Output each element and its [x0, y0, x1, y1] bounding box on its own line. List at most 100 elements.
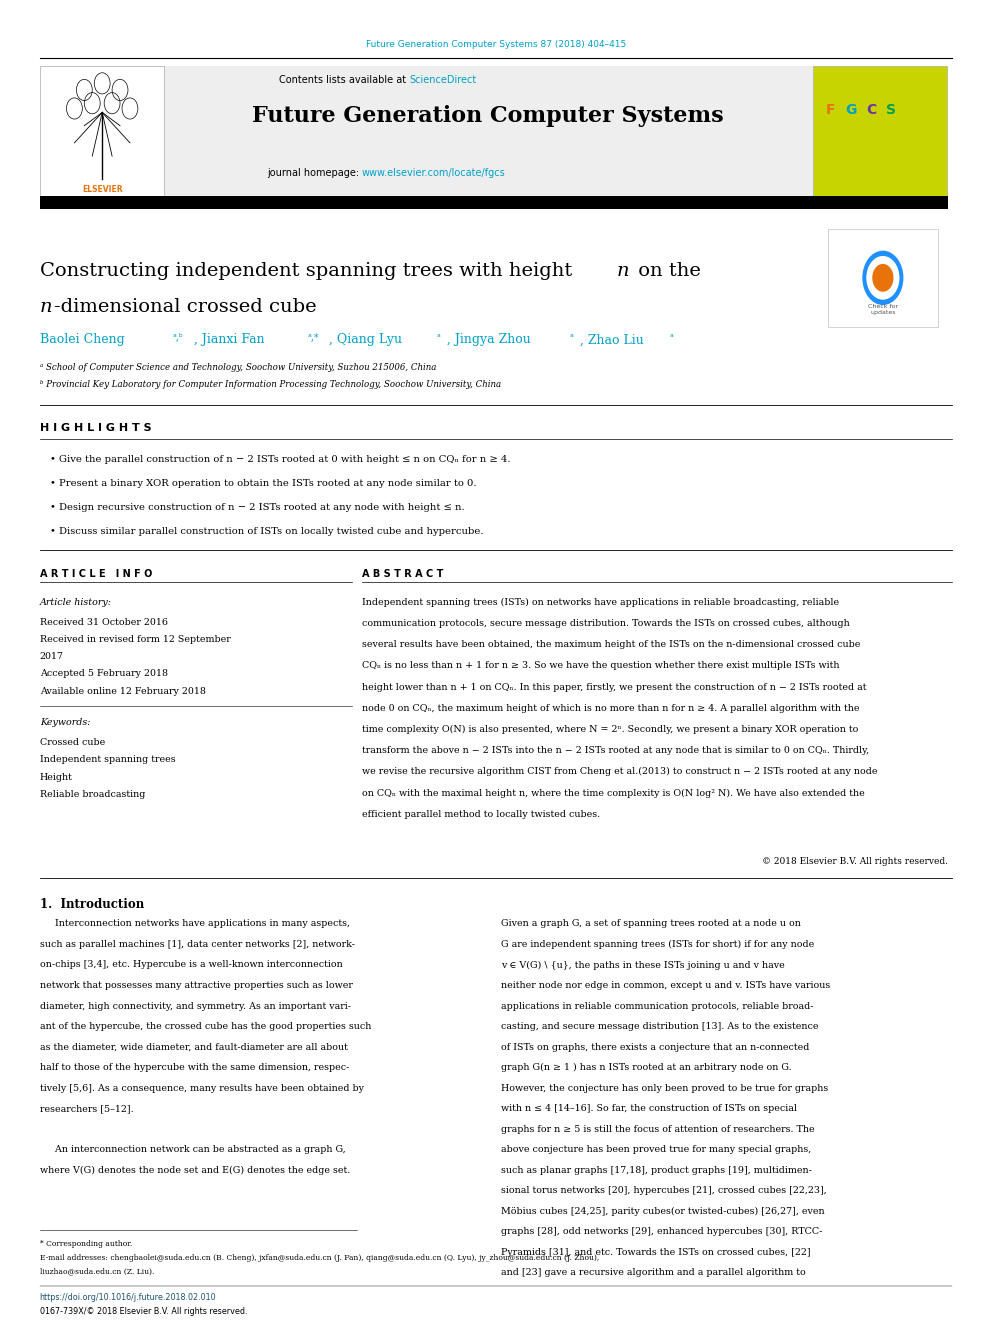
Text: node 0 on CQₙ, the maximum height of which is no more than n for n ≥ 4. A parall: node 0 on CQₙ, the maximum height of whi… — [362, 704, 860, 713]
Text: Keywords:: Keywords: — [40, 718, 90, 728]
Text: on CQₙ with the maximal height n, where the time complexity is O(N log² N). We h: on CQₙ with the maximal height n, where … — [362, 789, 865, 798]
Text: tively [5,6]. As a consequence, many results have been obtained by: tively [5,6]. As a consequence, many res… — [40, 1084, 364, 1093]
Text: journal homepage:: journal homepage: — [267, 168, 362, 179]
Text: Height: Height — [40, 773, 72, 782]
Text: S: S — [886, 103, 896, 118]
Text: , Jingya Zhou: , Jingya Zhou — [447, 333, 531, 347]
Text: ᵃ: ᵃ — [670, 333, 674, 344]
Text: However, the conjecture has only been proved to be true for graphs: However, the conjecture has only been pr… — [501, 1084, 828, 1093]
Text: researchers [5–12].: researchers [5–12]. — [40, 1103, 133, 1113]
Text: www.elsevier.com/locate/fgcs: www.elsevier.com/locate/fgcs — [362, 168, 506, 179]
Text: Independent spanning trees (ISTs) on networks have applications in reliable broa: Independent spanning trees (ISTs) on net… — [362, 598, 839, 607]
Text: • Design recursive construction of n − 2 ISTs rooted at any node with height ≤ n: • Design recursive construction of n − 2… — [50, 503, 464, 512]
Text: Given a graph G, a set of spanning trees rooted at a node u on: Given a graph G, a set of spanning trees… — [501, 919, 801, 929]
Text: Received in revised form 12 September: Received in revised form 12 September — [40, 635, 230, 644]
Text: https://doi.org/10.1016/j.future.2018.02.010: https://doi.org/10.1016/j.future.2018.02… — [40, 1293, 216, 1302]
Text: 1.  Introduction: 1. Introduction — [40, 898, 144, 912]
Text: ant of the hypercube, the crossed cube has the good properties such: ant of the hypercube, the crossed cube h… — [40, 1021, 371, 1031]
Text: and [23] gave a recursive algorithm and a parallel algorithm to: and [23] gave a recursive algorithm and … — [501, 1267, 806, 1277]
Text: transform the above n − 2 ISTs into the n − 2 ISTs rooted at any node that is si: transform the above n − 2 ISTs into the … — [362, 746, 869, 755]
Text: above conjecture has been proved true for many special graphs,: above conjecture has been proved true fo… — [501, 1144, 811, 1154]
FancyBboxPatch shape — [40, 196, 948, 209]
Text: G: G — [845, 103, 856, 118]
Text: communication protocols, secure message distribution. Towards the ISTs on crosse: communication protocols, secure message … — [362, 619, 850, 628]
Text: Accepted 5 February 2018: Accepted 5 February 2018 — [40, 669, 168, 679]
Text: efficient parallel method to locally twisted cubes.: efficient parallel method to locally twi… — [362, 810, 600, 819]
Text: , Jianxi Fan: , Jianxi Fan — [194, 333, 265, 347]
Text: ᵃ: ᵃ — [569, 333, 573, 344]
Text: E-mail addresses: chengbaolei@suda.edu.cn (B. Cheng), jxfan@suda.edu.cn (J. Fan): E-mail addresses: chengbaolei@suda.edu.c… — [40, 1254, 599, 1262]
Text: network that possesses many attractive properties such as lower: network that possesses many attractive p… — [40, 980, 352, 990]
Text: C: C — [866, 103, 876, 118]
Text: • Give the parallel construction of n − 2 ISTs rooted at 0 with height ≤ n on CQ: • Give the parallel construction of n − … — [50, 455, 510, 464]
Text: time complexity O(N) is also presented, where N = 2ⁿ. Secondly, we present a bin: time complexity O(N) is also presented, … — [362, 725, 858, 734]
Text: graphs [28], odd networks [29], enhanced hypercubes [30], RTCC-: graphs [28], odd networks [29], enhanced… — [501, 1228, 822, 1236]
Text: applications in reliable communication protocols, reliable broad-: applications in reliable communication p… — [501, 1002, 813, 1011]
Text: H I G H L I G H T S: H I G H L I G H T S — [40, 423, 152, 434]
Text: height lower than n + 1 on CQₙ. In this paper, firstly, we present the construct: height lower than n + 1 on CQₙ. In this … — [362, 683, 867, 692]
FancyBboxPatch shape — [164, 66, 813, 196]
Circle shape — [867, 257, 899, 299]
Text: half to those of the hypercube with the same dimension, respec-: half to those of the hypercube with the … — [40, 1064, 349, 1072]
Text: A B S T R A C T: A B S T R A C T — [362, 569, 443, 579]
Text: © 2018 Elsevier B.V. All rights reserved.: © 2018 Elsevier B.V. All rights reserved… — [762, 857, 948, 867]
Text: CQₙ is no less than n + 1 for n ≥ 3. So we have the question whether there exist: CQₙ is no less than n + 1 for n ≥ 3. So … — [362, 662, 839, 671]
Text: such as planar graphs [17,18], product graphs [19], multidimen-: such as planar graphs [17,18], product g… — [501, 1166, 811, 1175]
Text: , Zhao Liu: , Zhao Liu — [580, 333, 644, 347]
Text: ᵃ,*: ᵃ,* — [308, 333, 319, 344]
Text: Article history:: Article history: — [40, 598, 112, 607]
Text: Reliable broadcasting: Reliable broadcasting — [40, 790, 145, 799]
Text: A R T I C L E   I N F O: A R T I C L E I N F O — [40, 569, 152, 579]
Text: • Present a binary XOR operation to obtain the ISTs rooted at any node similar t: • Present a binary XOR operation to obta… — [50, 479, 476, 488]
Text: F: F — [825, 103, 835, 118]
Text: Independent spanning trees: Independent spanning trees — [40, 755, 176, 765]
Text: Pyramids [31], and etc. Towards the ISTs on crossed cubes, [22]: Pyramids [31], and etc. Towards the ISTs… — [501, 1248, 810, 1257]
Text: several results have been obtained, the maximum height of the ISTs on the n-dime: several results have been obtained, the … — [362, 640, 860, 650]
Text: ᵇ Provincial Key Laboratory for Computer Information Processing Technology, Sooc: ᵇ Provincial Key Laboratory for Computer… — [40, 380, 501, 389]
Text: Future Generation Computer Systems 87 (2018) 404–415: Future Generation Computer Systems 87 (2… — [366, 40, 626, 49]
Text: Future Generation Computer Systems: Future Generation Computer Systems — [252, 105, 724, 127]
Circle shape — [873, 265, 893, 291]
Text: Crossed cube: Crossed cube — [40, 738, 105, 747]
Text: v ∈ V(G) \ {u}, the paths in these ISTs joining u and v have: v ∈ V(G) \ {u}, the paths in these ISTs … — [501, 960, 785, 970]
Text: where V(G) denotes the node set and E(G) denotes the edge set.: where V(G) denotes the node set and E(G)… — [40, 1166, 350, 1175]
Text: casting, and secure message distribution [13]. As to the existence: casting, and secure message distribution… — [501, 1021, 818, 1031]
FancyBboxPatch shape — [40, 66, 164, 196]
Text: ᵃ: ᵃ — [436, 333, 440, 344]
Text: ScienceDirect: ScienceDirect — [410, 75, 477, 86]
Circle shape — [863, 251, 903, 304]
Text: as the diameter, wide diameter, and fault-diameter are all about: as the diameter, wide diameter, and faul… — [40, 1043, 347, 1052]
Text: ᵃ School of Computer Science and Technology, Soochow University, Suzhou 215006, : ᵃ School of Computer Science and Technol… — [40, 363, 436, 372]
Text: An interconnection network can be abstracted as a graph G,: An interconnection network can be abstra… — [40, 1144, 345, 1154]
Text: Check for
updates: Check for updates — [868, 304, 898, 315]
Text: ELSEVIER: ELSEVIER — [82, 185, 122, 194]
Text: graphs for n ≥ 5 is still the focus of attention of researchers. The: graphs for n ≥ 5 is still the focus of a… — [501, 1125, 814, 1134]
Text: graph G(n ≥ 1 ) has n ISTs rooted at an arbitrary node on G.: graph G(n ≥ 1 ) has n ISTs rooted at an … — [501, 1064, 792, 1072]
Text: liuzhao@suda.edu.cn (Z. Liu).: liuzhao@suda.edu.cn (Z. Liu). — [40, 1267, 154, 1275]
Text: diameter, high connectivity, and symmetry. As an important vari-: diameter, high connectivity, and symmetr… — [40, 1002, 351, 1011]
Text: G are independent spanning trees (ISTs for short) if for any node: G are independent spanning trees (ISTs f… — [501, 939, 814, 949]
Text: -dimensional crossed cube: -dimensional crossed cube — [54, 298, 316, 316]
Text: sional torus networks [20], hypercubes [21], crossed cubes [22,23],: sional torus networks [20], hypercubes [… — [501, 1185, 826, 1195]
Text: n: n — [617, 262, 630, 280]
Text: Received 31 October 2016: Received 31 October 2016 — [40, 618, 168, 627]
Text: such as parallel machines [1], data center networks [2], network-: such as parallel machines [1], data cent… — [40, 939, 355, 949]
Text: Baolei Cheng: Baolei Cheng — [40, 333, 124, 347]
Text: Interconnection networks have applications in many aspects,: Interconnection networks have applicatio… — [40, 919, 349, 929]
Text: of ISTs on graphs, there exists a conjecture that an n-connected: of ISTs on graphs, there exists a conjec… — [501, 1043, 809, 1052]
Text: on-chips [3,4], etc. Hypercube is a well-known interconnection: on-chips [3,4], etc. Hypercube is a well… — [40, 960, 342, 970]
Text: Contents lists available at: Contents lists available at — [280, 75, 410, 86]
Text: 2017: 2017 — [40, 652, 63, 662]
Text: we revise the recursive algorithm CIST from Cheng et al.(2013) to construct n − : we revise the recursive algorithm CIST f… — [362, 767, 878, 777]
Text: 0167-739X/© 2018 Elsevier B.V. All rights reserved.: 0167-739X/© 2018 Elsevier B.V. All right… — [40, 1307, 247, 1316]
Text: * Corresponding author.: * Corresponding author. — [40, 1240, 132, 1248]
Text: on the: on the — [632, 262, 700, 280]
Text: , Qiang Lyu: , Qiang Lyu — [329, 333, 403, 347]
Text: Möbius cubes [24,25], parity cubes(or twisted-cubes) [26,27], even: Möbius cubes [24,25], parity cubes(or tw… — [501, 1207, 824, 1216]
Text: neither node nor edge in common, except u and v. ISTs have various: neither node nor edge in common, except … — [501, 980, 830, 990]
FancyBboxPatch shape — [828, 229, 938, 327]
FancyBboxPatch shape — [813, 66, 947, 196]
Text: with n ≤ 4 [14–16]. So far, the construction of ISTs on special: with n ≤ 4 [14–16]. So far, the construc… — [501, 1103, 797, 1113]
Text: Constructing independent spanning trees with height: Constructing independent spanning trees … — [40, 262, 578, 280]
Text: ᵃ,ᵇ: ᵃ,ᵇ — [173, 333, 184, 344]
